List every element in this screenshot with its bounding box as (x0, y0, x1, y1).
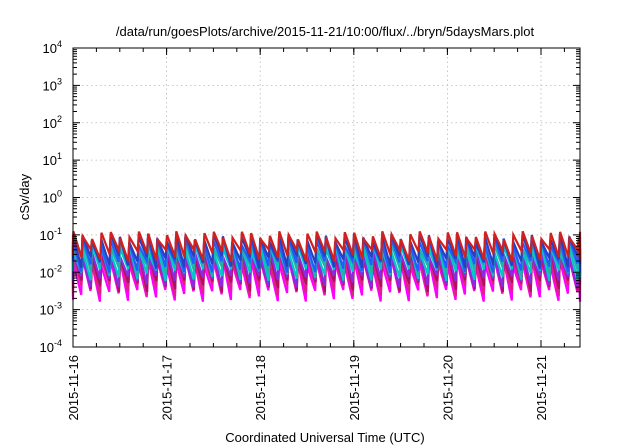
series-line (71, 248, 582, 288)
y-tick-label: 10-1 (40, 226, 62, 243)
x-tick-label: 2015-11-16 (66, 355, 81, 421)
x-tick-label: 2015-11-19 (347, 355, 362, 421)
y-tick-labels: 10-4 10-3 10-2 10-1 100 101 102 103 104 (40, 39, 62, 355)
series-line (71, 229, 582, 262)
x-tick-labels: 2015-11-16 2015-11-17 2015-11-18 2015-11-19… (66, 355, 549, 421)
y-axis-label: cSv/day (17, 173, 32, 220)
grid-layer (73, 48, 580, 347)
x-tick-label: 2015-11-20 (440, 355, 455, 421)
series-layer (71, 229, 582, 302)
y-tick-label: 10-2 (40, 263, 62, 280)
chart-title: /data/run/goesPlots/archive/2015-11-21/1… (116, 24, 535, 39)
tick-layer (72, 47, 580, 348)
x-tick-label: 2015-11-18 (253, 355, 268, 421)
x-tick-label: 2015-11-21 (534, 355, 549, 421)
x-axis-label: Coordinated Universal Time (UTC) (225, 430, 424, 445)
y-tick-label: 102 (43, 114, 62, 131)
y-tick-label: 103 (43, 76, 62, 93)
y-tick-label: 10-3 (40, 301, 62, 318)
y-tick-label: 100 (43, 189, 62, 206)
x-tick-label: 2015-11-17 (160, 355, 175, 421)
y-tick-label: 101 (43, 151, 62, 168)
y-tick-label: 10-4 (40, 338, 62, 355)
y-tick-label: 104 (43, 39, 62, 56)
